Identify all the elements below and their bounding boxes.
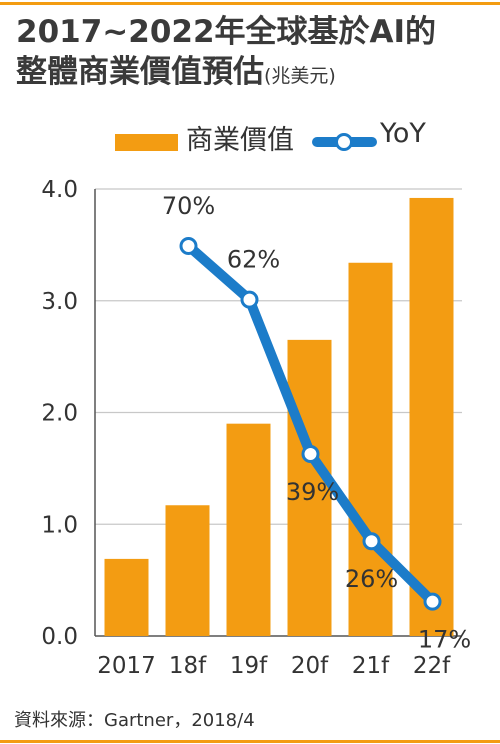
x-tick-label: 2017: [97, 653, 156, 679]
title-unit: (兆美元): [264, 65, 336, 87]
yoy-label-18f: 70%: [162, 192, 215, 220]
yoy-label-19f: 62%: [227, 246, 280, 274]
y-tick-label: 0.0: [41, 624, 78, 650]
yoy-marker-21f: [362, 532, 381, 551]
grid-layer: [94, 188, 462, 637]
bar-19f: [226, 423, 271, 636]
y-tick-label: 3.0: [41, 289, 78, 315]
x-tick-label: 20f: [291, 653, 329, 679]
bar-21f: [348, 262, 393, 636]
yoy-label-21f: 26%: [345, 565, 398, 593]
top-accent-rule: [0, 2, 500, 5]
yoy-label-22f: 17%: [418, 626, 471, 654]
yoy-label-20f: 39%: [286, 478, 339, 506]
y-tick-label: 1.0: [41, 512, 78, 538]
legend-bar-label: 商業價值: [186, 125, 294, 156]
x-tick-label: 19f: [230, 653, 268, 679]
source-note: 資料來源：Gartner，2018/4: [14, 710, 255, 731]
title-main-text: 整體商業價值預估: [16, 54, 264, 90]
bar-20f: [287, 339, 332, 636]
bar-2017: [104, 558, 149, 636]
legend-bar-swatch: [115, 134, 178, 151]
title-line-2: 整體商業價值預估(兆美元): [16, 52, 486, 96]
legend-swatches: [115, 133, 377, 151]
chart-plot: 0.0 1.0 2.0 3.0 4.0 2017 18f 19f 20f 21f 22f 70% 62%…: [41, 177, 471, 679]
x-tick-label: 22f: [413, 653, 451, 679]
label-layer: 0.0 1.0 2.0 3.0 4.0 2017 18f 19f 20f 21f 22f 70% 62%…: [41, 177, 471, 679]
x-tick-label: 21f: [352, 653, 390, 679]
line-layer: [179, 237, 442, 611]
y-tick-label: 4.0: [41, 177, 78, 203]
legend: 商業價值 YoY: [0, 118, 500, 168]
yoy-marker-19f: [240, 290, 259, 309]
bottom-accent-rule: [0, 740, 500, 743]
title-line-1: 2017~2022年全球基於AI的: [16, 14, 437, 50]
legend-line-label: YoY: [380, 118, 426, 149]
yoy-marker-22f: [423, 592, 442, 611]
legend-marker-swatch: [335, 133, 353, 151]
bar-layer: [104, 197, 454, 636]
yoy-marker-18f: [179, 237, 198, 255]
y-tick-label: 2.0: [41, 401, 78, 427]
bar-22f: [409, 197, 454, 636]
yoy-marker-20f: [301, 445, 320, 464]
bar-18f: [165, 505, 210, 636]
chart-title: 2017~2022年全球基於AI的 整體商業價值預估(兆美元): [16, 12, 486, 96]
x-tick-label: 18f: [169, 653, 207, 679]
